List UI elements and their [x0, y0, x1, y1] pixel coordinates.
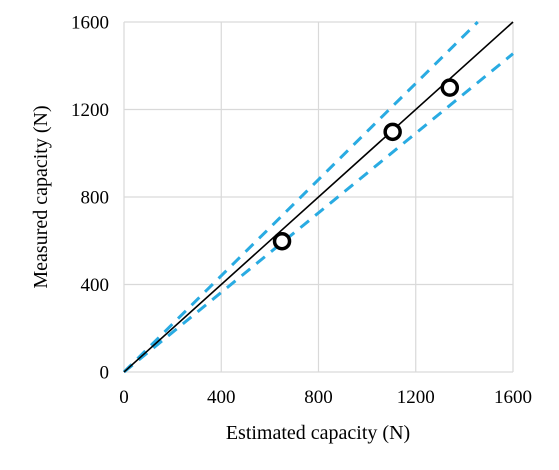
- y-tick-label: 800: [81, 188, 110, 209]
- data-point: [272, 231, 292, 251]
- bound-line-dashed: [122, 20, 479, 374]
- y-tick-label: 1600: [71, 13, 109, 34]
- y-tick-label: 400: [81, 275, 110, 296]
- y-tick-label: 0: [100, 363, 110, 384]
- x-axis-title: Estimated capacity (N): [226, 422, 410, 444]
- x-tick-label: 400: [207, 387, 236, 408]
- data-points: [272, 78, 460, 251]
- x-tick-label: 800: [304, 387, 333, 408]
- tick-labels: 0 400 800 1200 1600 0 400 800 1200 1600: [71, 13, 532, 409]
- data-point: [383, 122, 402, 142]
- data-point: [440, 78, 460, 97]
- x-tick-label: 0: [119, 387, 129, 408]
- y-axis-title: Measured capacity (N): [30, 105, 52, 288]
- x-tick-label: 1600: [494, 387, 532, 408]
- y-tick-label: 1200: [71, 100, 109, 121]
- x-tick-label: 1200: [397, 387, 435, 408]
- bound-line-dashed: [123, 52, 514, 374]
- grid: [123, 21, 514, 373]
